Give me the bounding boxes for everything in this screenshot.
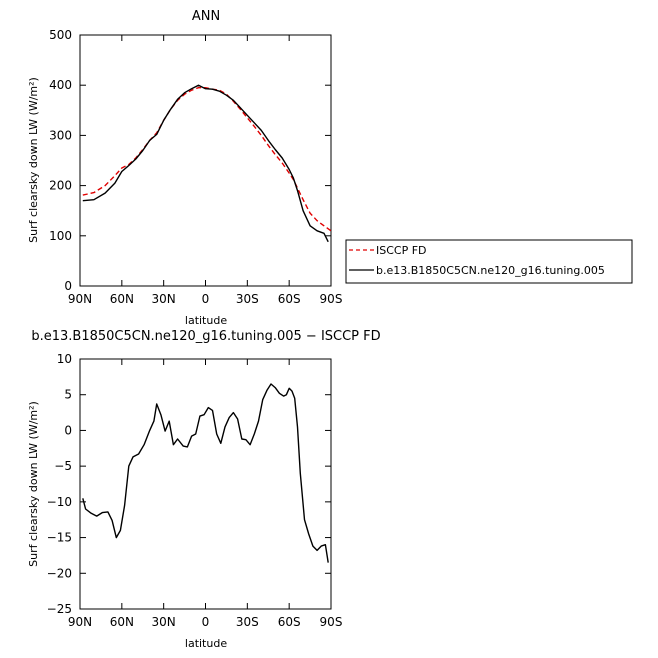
top-x-axis-title: latitude: [185, 314, 227, 327]
x-tick-label: 60S: [278, 292, 301, 306]
x-tick-label: 90S: [320, 292, 343, 306]
bottom-panel: b.e13.B1850C5CN.ne120_g16.tuning.005 − I…: [27, 329, 381, 650]
top-y-axis: 0 100 200 300 400 500: [49, 28, 331, 293]
top-panel: ANN 0 100 200 300 400 500 90N 60N 30N 0 30S 60S 90S…: [27, 9, 342, 327]
series-line-0-1: [82, 84, 329, 243]
series-line-0-0: [82, 86, 332, 232]
y-tick-label: −20: [47, 566, 72, 580]
y-tick-label: −25: [47, 602, 72, 616]
bottom-x-axis-title: latitude: [185, 637, 227, 650]
top-x-axis: 90N 60N 30N 0 30S 60S 90S: [68, 35, 343, 306]
x-tick-label: 60N: [110, 615, 134, 629]
top-series-group: [82, 84, 332, 243]
x-tick-label: 30N: [152, 292, 176, 306]
y-tick-label: 500: [49, 28, 72, 42]
legend: ISCCP FD b.e13.B1850C5CN.ne120_g16.tunin…: [345, 239, 633, 284]
x-tick-label: 30S: [236, 615, 259, 629]
series-line-1-0: [82, 383, 329, 563]
y-tick-label: −10: [47, 495, 72, 509]
x-tick-label: 60S: [278, 615, 301, 629]
x-tick-label: 60N: [110, 292, 134, 306]
top-chart-title: ANN: [192, 9, 220, 24]
bottom-y-axis: −25 −20 −15 −10 −5 0 5 10: [47, 352, 331, 616]
y-tick-label: 100: [49, 229, 72, 243]
y-tick-label: 200: [49, 179, 72, 193]
x-tick-label: 90S: [320, 615, 343, 629]
y-tick-label: 0: [64, 279, 72, 293]
bottom-chart-title: b.e13.B1850C5CN.ne120_g16.tuning.005 − I…: [31, 329, 380, 344]
y-tick-label: 300: [49, 128, 72, 142]
y-tick-label: 10: [57, 352, 72, 366]
top-plot-frame: [79, 34, 332, 287]
x-tick-label: 30N: [152, 615, 176, 629]
x-tick-label: 0: [202, 292, 210, 306]
x-tick-label: 0: [202, 615, 210, 629]
x-tick-label: 90N: [68, 615, 92, 629]
y-tick-label: −5: [54, 459, 72, 473]
y-tick-label: −15: [47, 531, 72, 545]
bottom-y-axis-title: Surf clearsky down LW (W/m²): [27, 401, 40, 567]
x-tick-label: 30S: [236, 292, 259, 306]
y-tick-label: 400: [49, 78, 72, 92]
x-tick-label: 90N: [68, 292, 92, 306]
legend-label-isccp: ISCCP FD: [376, 244, 427, 257]
legend-box: [345, 239, 633, 284]
legend-label-model: b.e13.B1850C5CN.ne120_g16.tuning.005: [376, 264, 605, 277]
top-y-axis-title: Surf clearsky down LW (W/m²): [27, 77, 40, 243]
y-tick-label: 5: [64, 388, 72, 402]
bottom-series-group: [82, 383, 329, 563]
bottom-x-axis: 90N 60N 30N 0 30S 60S 90S: [68, 359, 343, 629]
y-tick-label: 0: [64, 423, 72, 437]
